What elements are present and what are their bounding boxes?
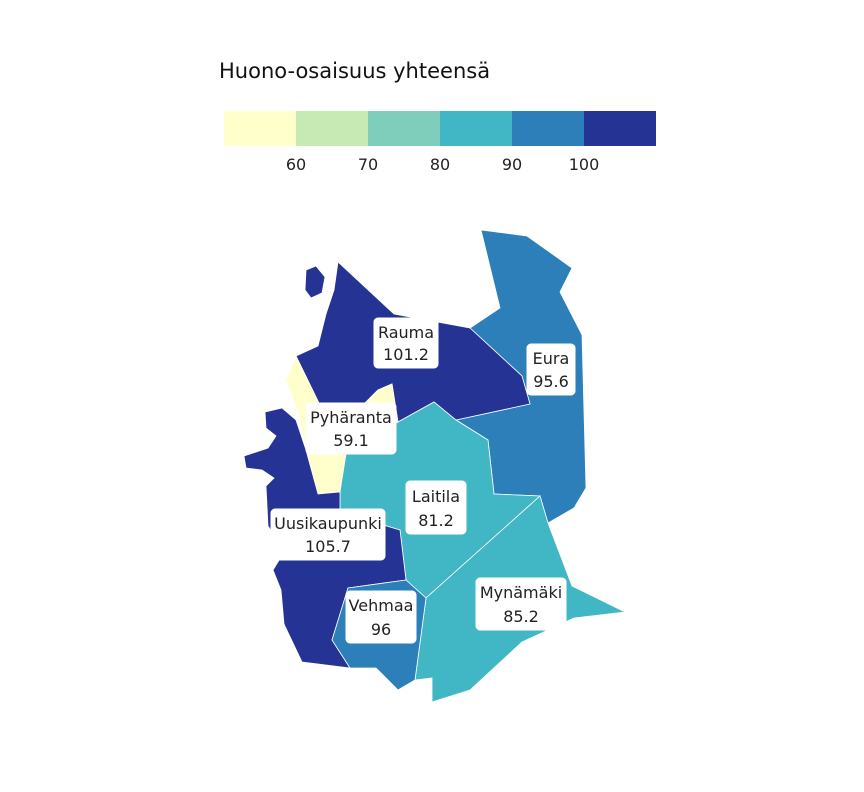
region-name: Eura — [533, 349, 570, 368]
label-uusikaupunki: Uusikaupunki 105.7 — [270, 508, 386, 561]
label-mynamaki: Mynämäki 85.2 — [475, 577, 567, 631]
region-name: Rauma — [378, 323, 434, 342]
legend-color-bar — [224, 111, 656, 146]
region-value: 101.2 — [383, 345, 429, 364]
region-name: Mynämäki — [480, 583, 562, 602]
region-labels: Rauma 101.2 Eura 95.6 Pyhäranta 59.1 Lai… — [270, 317, 576, 644]
label-box — [526, 343, 576, 396]
label-box — [270, 508, 386, 561]
region-value: 105.7 — [305, 537, 351, 556]
legend-swatch-2 — [296, 111, 368, 146]
region-value: 96 — [371, 620, 391, 639]
legend-swatch-3 — [368, 111, 440, 146]
region-name: Uusikaupunki — [274, 514, 382, 533]
legend-tick-label: 90 — [502, 155, 522, 174]
region-value: 85.2 — [503, 607, 539, 626]
region-name: Laitila — [412, 487, 460, 506]
legend-swatch-1 — [224, 111, 296, 146]
region-value: 59.1 — [333, 431, 369, 450]
legend-swatch-5 — [512, 111, 584, 146]
legend-tick-label: 70 — [358, 155, 378, 174]
label-box — [305, 402, 397, 455]
legend-tick-label: 60 — [286, 155, 306, 174]
legend: Huono-osaisuus yhteensä 60 70 80 90 100 — [219, 59, 656, 174]
region-value: 95.6 — [533, 372, 569, 391]
label-vehmaa: Vehmaa 96 — [345, 590, 417, 644]
label-laitila: Laitila 81.2 — [405, 480, 467, 535]
label-box — [475, 577, 567, 631]
label-rauma: Rauma 101.2 — [373, 317, 439, 369]
legend-ticks: 60 70 80 90 100 — [286, 155, 599, 174]
legend-tick-label: 100 — [569, 155, 600, 174]
legend-swatch-6 — [584, 111, 656, 146]
legend-title: Huono-osaisuus yhteensä — [219, 59, 490, 83]
region-value: 81.2 — [418, 511, 454, 530]
region-rauma-island[interactable] — [304, 265, 326, 299]
label-box — [405, 480, 467, 535]
label-box — [345, 590, 417, 644]
map-regions — [243, 229, 627, 703]
label-eura: Eura 95.6 — [526, 343, 576, 396]
label-pyharanta: Pyhäranta 59.1 — [305, 402, 397, 455]
region-name: Pyhäranta — [310, 408, 392, 427]
label-box — [373, 317, 439, 369]
region-name: Vehmaa — [349, 596, 414, 615]
legend-tick-label: 80 — [430, 155, 450, 174]
legend-swatch-4 — [440, 111, 512, 146]
